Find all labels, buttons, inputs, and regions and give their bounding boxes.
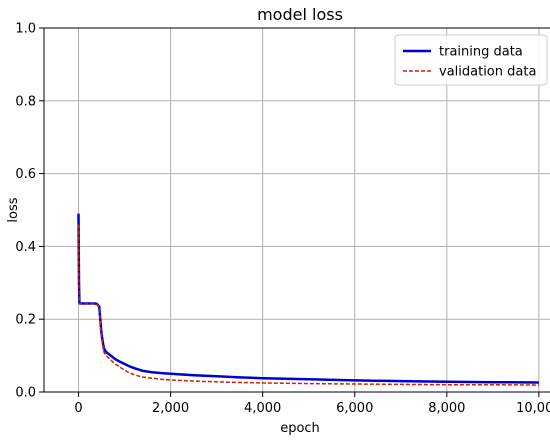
y-tick-label: 0.0 [15, 386, 36, 401]
x-tick-label: 8,000 [428, 401, 465, 416]
y-tick-label: 0.2 [15, 313, 36, 328]
plot-frame [43, 27, 550, 393]
legend-label-1: training data [439, 45, 523, 60]
x-tick-label: 0 [74, 401, 82, 416]
x-tick-label: 2,000 [152, 401, 189, 416]
y-tick-label: 1.0 [15, 22, 36, 37]
series-line-1 [77, 213, 539, 384]
legend: training data validation data [394, 34, 548, 86]
x-tick-label: 10,000 [516, 401, 550, 416]
series-line-2 [77, 224, 539, 386]
x-axis-label: epoch [280, 421, 320, 436]
y-tick-label: 0.6 [15, 167, 36, 182]
y-axis-label: loss [6, 197, 21, 222]
x-tick-label: 6,000 [336, 401, 373, 416]
y-tick-label: 0.8 [15, 94, 36, 109]
chart-title: model loss [257, 5, 343, 24]
legend-label-2: validation data [439, 65, 536, 80]
x-tick-label: 4,000 [244, 401, 281, 416]
legend-box [394, 34, 548, 86]
y-tick-label: 0.4 [15, 240, 36, 255]
